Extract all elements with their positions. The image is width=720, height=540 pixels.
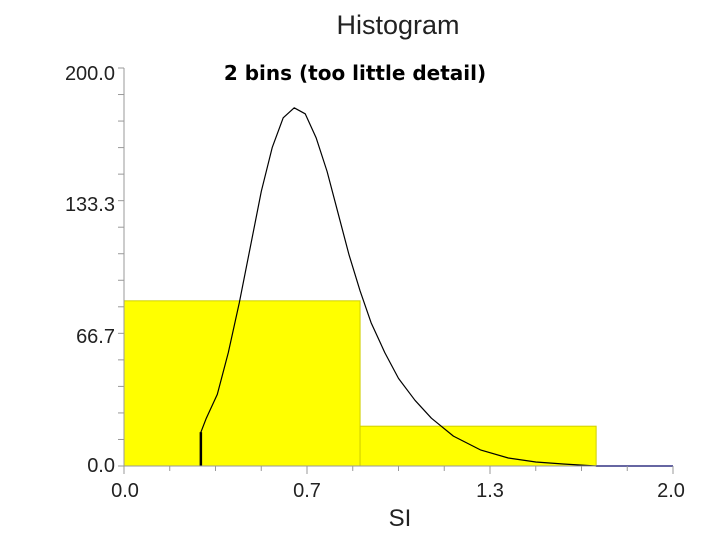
y-minor-ticks xyxy=(118,67,124,467)
y-tick-label: 0.0 xyxy=(87,455,115,477)
x-axis-label: SI xyxy=(389,505,412,532)
x-tick-label: 2.0 xyxy=(657,480,685,502)
y-tick-label: 200.0 xyxy=(65,63,115,85)
histogram-bar xyxy=(123,300,361,467)
histogram-bar xyxy=(359,425,597,467)
density-curve xyxy=(200,107,673,467)
x-minor-ticks xyxy=(123,466,674,474)
axes xyxy=(118,67,674,474)
x-tick-label: 1.3 xyxy=(476,480,504,502)
y-tick-label: 66.7 xyxy=(76,326,115,348)
chart-title: Histogram xyxy=(336,10,459,40)
x-tick-label: 0.0 xyxy=(111,480,139,502)
histogram-bars xyxy=(123,300,597,467)
y-tick-label: 133.3 xyxy=(65,194,115,216)
chart-subtitle: 2 bins (too little detail) xyxy=(224,61,486,85)
x-tick-label: 0.7 xyxy=(293,480,321,502)
